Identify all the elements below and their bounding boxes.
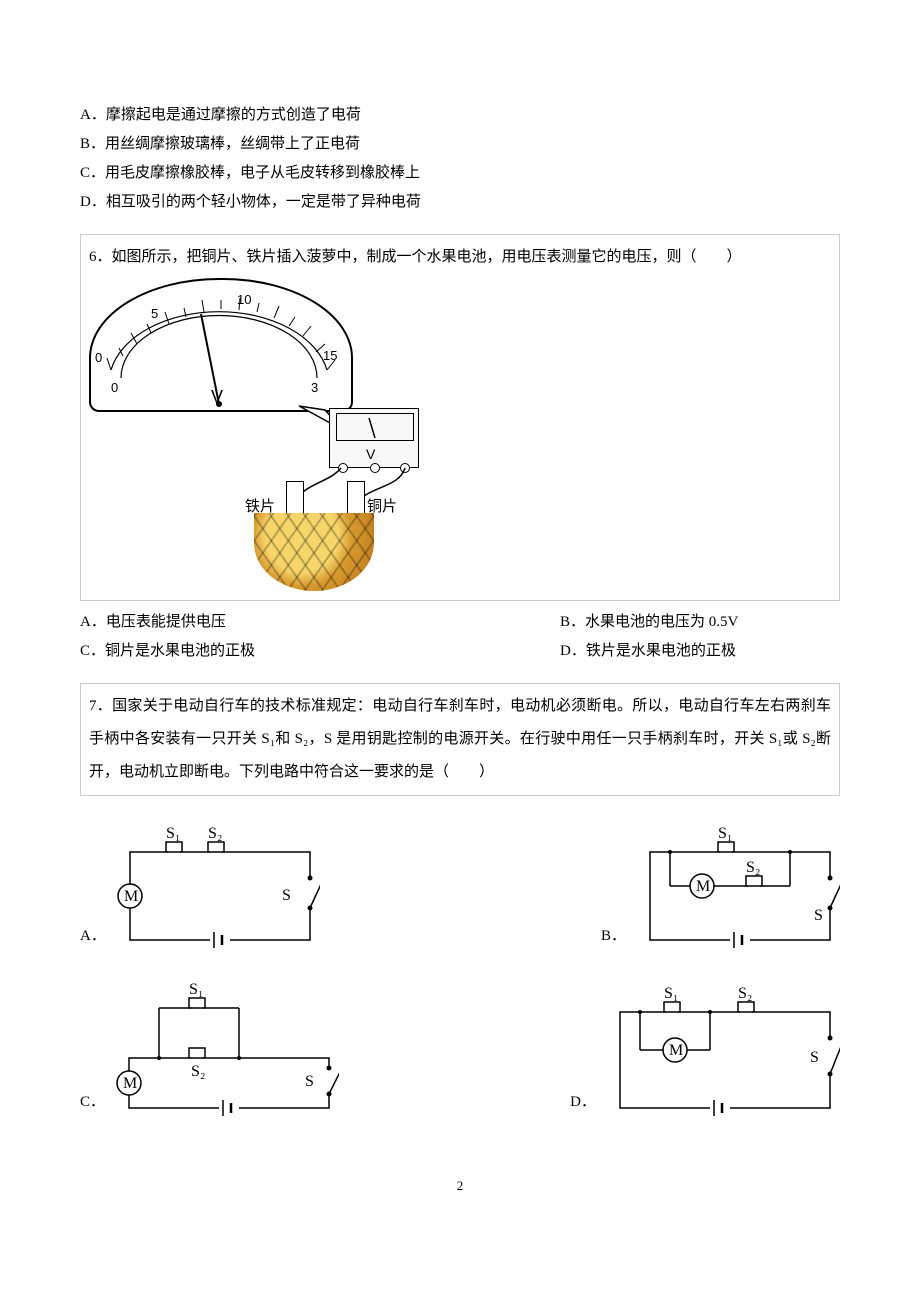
- page-number: 2: [80, 1128, 840, 1197]
- pineapple: [254, 513, 374, 591]
- q6-option-d: D．铁片是水果电池的正极: [560, 638, 840, 665]
- svg-text:M: M: [123, 1075, 137, 1092]
- q7-letter-d: D．: [570, 1089, 596, 1118]
- q6-option-b: B．水果电池的电压为 0.5V: [560, 609, 840, 636]
- q5-option-d: D．相互吸引的两个轻小物体，一定是带了异种电荷: [80, 189, 840, 216]
- svg-text:S₁: S₁: [664, 985, 678, 1002]
- q7-stem-box: 7．国家关于电动自行车的技术标准规定：电动自行车刹车时，电动机必须断电。所以，电…: [80, 683, 840, 796]
- dial-upper-15: 15: [323, 342, 337, 371]
- svg-text:S₂: S₂: [746, 859, 760, 876]
- dial-lower-3: 3: [311, 374, 318, 403]
- svg-text:M: M: [696, 878, 710, 895]
- q5-option-b: B．用丝绸摩擦玻璃棒，丝绸带上了正电荷: [80, 131, 840, 158]
- voltmeter-body: V: [329, 408, 419, 468]
- voltmeter-screen: [336, 413, 414, 441]
- svg-text:S₁: S₁: [166, 825, 180, 842]
- svg-text:M: M: [124, 888, 138, 905]
- svg-text:S: S: [305, 1073, 314, 1090]
- svg-text:S₂: S₂: [738, 985, 752, 1002]
- svg-text:S₂: S₂: [208, 825, 222, 842]
- dial-upper-10: 10: [237, 286, 251, 315]
- q6-option-a: A．电压表能提供电压: [80, 609, 560, 636]
- svg-text:M: M: [669, 1042, 683, 1059]
- dial-unit: V: [211, 378, 223, 418]
- q7-option-b-cell: B． S₁ S₂ M: [601, 822, 840, 952]
- q7-letter-c: C．: [80, 1089, 105, 1118]
- svg-text:S₁: S₁: [189, 981, 203, 998]
- q7-stem: 7．国家关于电动自行车的技术标准规定：电动自行车刹车时，电动机必须断电。所以，电…: [89, 698, 831, 780]
- q7-option-d-cell: D． S₁ M S₂: [570, 978, 840, 1118]
- dial-upper-5: 5: [151, 300, 158, 329]
- circuit-d: S₁ M S₂ S: [600, 978, 840, 1118]
- q6-stem: 6．如图所示，把铜片、铁片插入菠萝中，制成一个水果电池，用电压表测量它的电压，则…: [89, 241, 831, 274]
- svg-text:S: S: [814, 907, 823, 924]
- q6-stem-box: 6．如图所示，把铜片、铁片插入菠萝中，制成一个水果电池，用电压表测量它的电压，则…: [80, 234, 840, 601]
- dial-lower-0: 0: [111, 374, 118, 403]
- q7-option-a-cell: A． S₁ S₂ S M: [80, 822, 320, 952]
- q7-letter-b: B．: [601, 923, 626, 952]
- circuit-b: S₁ S₂ M S: [630, 822, 840, 952]
- dial-upper-0: 0: [95, 344, 102, 373]
- q6-figure: 0 5 10 15 0 3 V V: [89, 278, 409, 594]
- q7-option-c-cell: C． S₁ S₂: [80, 978, 339, 1118]
- q5-option-a: A．摩擦起电是通过摩擦的方式创造了电荷: [80, 102, 840, 129]
- q5-option-c: C．用毛皮摩擦橡胶棒，电子从毛皮转移到橡胶棒上: [80, 160, 840, 187]
- svg-text:S: S: [282, 887, 291, 904]
- svg-text:S: S: [810, 1049, 819, 1066]
- svg-text:S₁: S₁: [718, 825, 732, 842]
- svg-text:S₂: S₂: [191, 1063, 205, 1080]
- circuit-a: S₁ S₂ S M: [110, 822, 320, 952]
- q6-option-c: C．铜片是水果电池的正极: [80, 638, 560, 665]
- circuit-c: S₁ S₂ M S: [109, 978, 339, 1118]
- q7-letter-a: A．: [80, 923, 106, 952]
